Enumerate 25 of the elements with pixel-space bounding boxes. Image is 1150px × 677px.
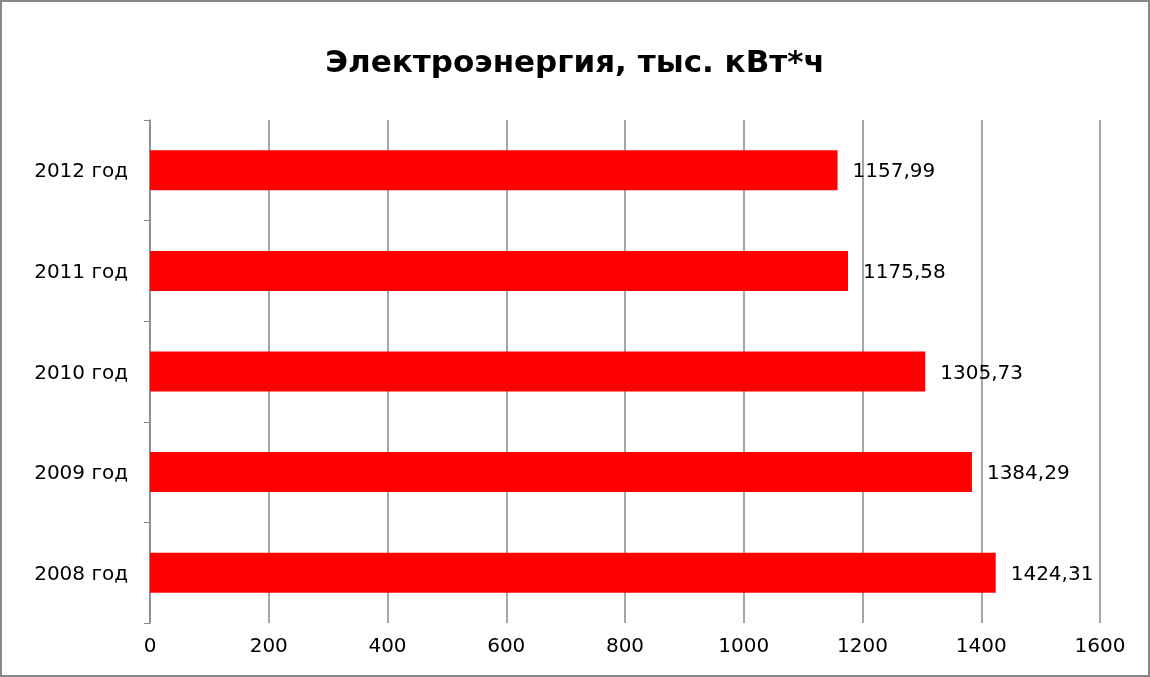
x-tick-label: 0	[143, 633, 157, 657]
x-tick-label: 600	[487, 633, 526, 657]
bar	[150, 351, 926, 392]
x-tick-label: 1000	[718, 633, 770, 657]
x-tick-label: 400	[368, 633, 407, 657]
chart-title: Электроэнергия, тыс. кВт*ч	[325, 42, 825, 79]
x-tick-label: 800	[605, 633, 645, 657]
y-tick-label: 2010 год	[34, 359, 128, 384]
data-label: 1424,31	[1010, 560, 1094, 585]
bar	[150, 250, 848, 291]
y-tick-label: 2011 год	[34, 258, 128, 283]
data-label: 1305,73	[940, 359, 1023, 384]
data-label: 1384,29	[986, 460, 1070, 485]
x-tick-label: 1200	[837, 633, 888, 657]
bar	[150, 150, 838, 191]
y-tick-label: 2008 год	[34, 560, 128, 585]
bar	[150, 552, 996, 593]
y-tick-label: 2009 год	[34, 460, 128, 485]
data-label: 1157,99	[852, 158, 936, 183]
x-tick-label: 200	[249, 633, 288, 657]
bar	[150, 452, 972, 493]
data-label: 1175,58	[863, 258, 946, 283]
x-tick-label: 1400	[955, 633, 1007, 657]
y-tick-label: 2012 год	[34, 158, 128, 183]
x-tick-label: 1600	[1074, 633, 1126, 657]
